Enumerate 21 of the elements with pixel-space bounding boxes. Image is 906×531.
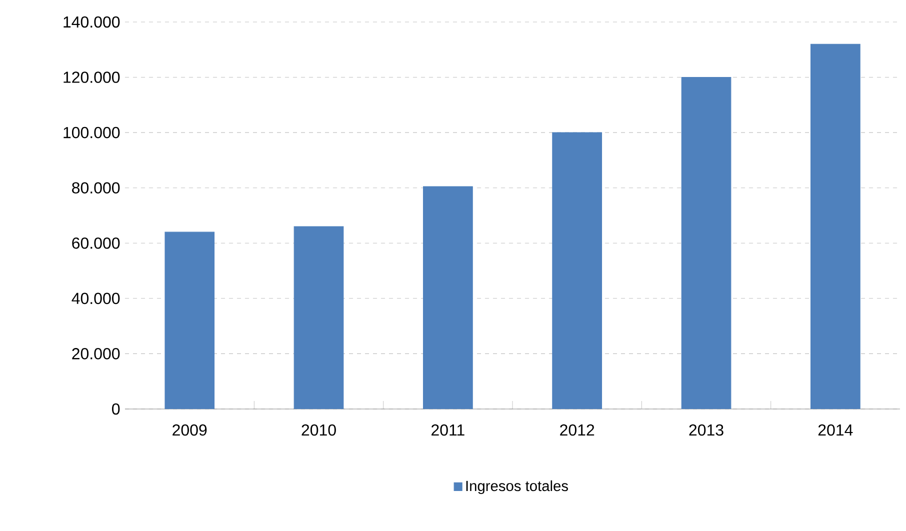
y-tick-label: 120.000 [64, 72, 120, 83]
bar [681, 77, 732, 409]
x-tick-label: 2012 [560, 424, 594, 436]
legend-label: Ingresos totales [466, 480, 568, 494]
x-tick-label: 2011 [432, 424, 464, 436]
y-tick-label: 140.000 [64, 16, 120, 28]
bar [422, 186, 473, 409]
bar [294, 226, 344, 409]
x-tick-label: 2013 [689, 424, 724, 436]
y-tick-label: 0 [112, 403, 120, 415]
y-tick-label: 20.000 [72, 348, 120, 360]
y-tick-label: 60.000 [72, 237, 120, 249]
bar [552, 132, 602, 409]
y-tick-label: 100.000 [64, 126, 120, 138]
y-tick-label: 80.000 [72, 182, 120, 194]
x-tick-label: 2014 [818, 424, 853, 436]
x-tick-label: 2009 [172, 424, 207, 436]
bar [164, 232, 215, 409]
x-tick-label: 2010 [302, 424, 336, 436]
bar [810, 44, 860, 409]
y-tick-label: 40.000 [72, 292, 120, 304]
